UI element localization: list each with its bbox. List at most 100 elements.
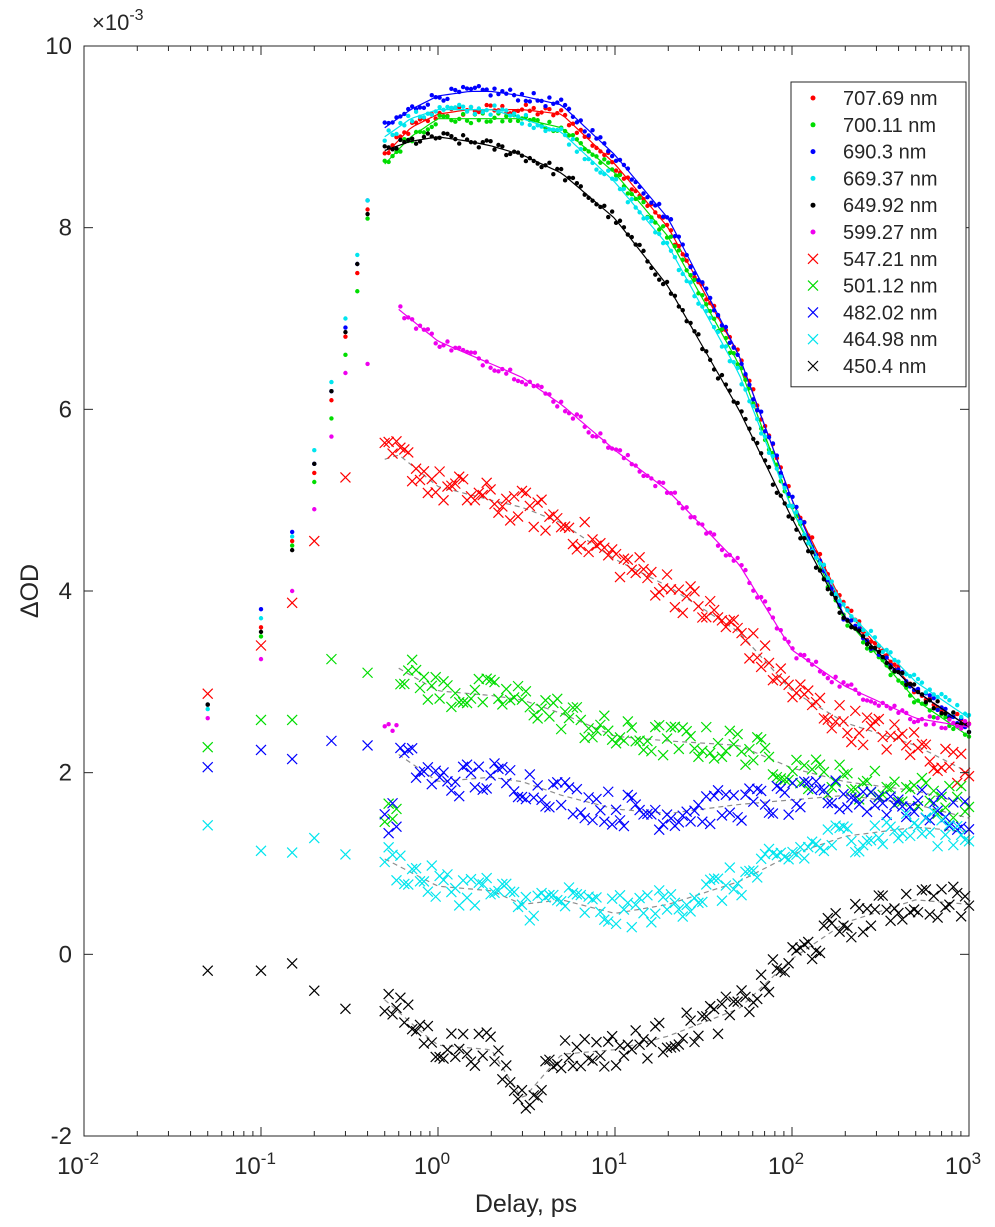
legend-marker [810, 202, 816, 208]
data-point [821, 671, 827, 677]
data-point [634, 892, 646, 904]
data-point [493, 507, 504, 519]
data-point [864, 632, 870, 637]
data-point [547, 392, 552, 397]
data-point [723, 382, 729, 387]
data-point [821, 577, 827, 582]
data-point [774, 453, 780, 458]
data-point [813, 555, 819, 560]
data-point [642, 889, 653, 901]
data-point [802, 685, 814, 696]
data-point [591, 891, 602, 903]
data-point [719, 372, 725, 378]
data-point [343, 352, 348, 358]
series-649_92-nm [205, 131, 972, 735]
data-point [873, 713, 885, 725]
data-point [621, 176, 627, 181]
data-point [869, 765, 881, 777]
data-point [822, 797, 834, 809]
data-point [410, 862, 422, 874]
data-point [578, 140, 583, 146]
x-tick-label: 10-1 [234, 1149, 276, 1180]
data-point [512, 791, 524, 803]
data-point [329, 434, 334, 439]
data-point [457, 696, 469, 708]
data-point [664, 222, 670, 228]
data-point [657, 231, 662, 237]
data-point [329, 379, 334, 385]
data-point [558, 126, 564, 132]
data-point [661, 569, 673, 580]
data-point [716, 810, 728, 821]
data-point [602, 141, 607, 146]
data-point [740, 759, 751, 771]
data-point [481, 477, 493, 489]
data-point [410, 1025, 422, 1037]
data-point [473, 877, 485, 889]
data-point [496, 369, 501, 374]
data-point [579, 516, 591, 528]
data-point [308, 985, 320, 997]
data-point [782, 501, 787, 506]
data-point [508, 490, 520, 502]
legend-label: 599.27 nm [843, 222, 938, 244]
data-point [915, 689, 921, 695]
series-450_4-nm [202, 881, 975, 1114]
data-point [587, 731, 598, 743]
data-point [958, 726, 964, 731]
data-point [888, 665, 893, 670]
data-point [449, 105, 454, 110]
data-point [562, 102, 568, 108]
data-point [685, 580, 697, 592]
data-point [421, 115, 427, 120]
data-point [932, 805, 944, 817]
data-point [951, 887, 963, 899]
data-point [286, 957, 298, 969]
data-point [837, 598, 842, 604]
data-point [822, 912, 834, 924]
data-point [707, 357, 713, 363]
data-point [492, 115, 497, 120]
data-point [492, 86, 497, 91]
data-point [825, 586, 831, 592]
data-point [645, 194, 650, 200]
data-point [555, 404, 560, 409]
data-point [896, 710, 901, 715]
data-point [610, 918, 622, 930]
data-point [442, 868, 453, 880]
data-point [821, 562, 827, 567]
data-point [511, 111, 517, 116]
data-point [562, 178, 568, 183]
data-point [476, 109, 482, 115]
data-point [936, 883, 947, 895]
data-point [609, 446, 615, 451]
data-point [712, 784, 724, 796]
data-point [751, 783, 763, 795]
data-point [936, 791, 947, 803]
data-point [590, 434, 595, 439]
data-point [610, 548, 622, 560]
data-point [842, 922, 853, 934]
data-point [959, 890, 971, 902]
data-point [610, 1060, 622, 1071]
data-point [747, 627, 759, 639]
data-point [958, 721, 964, 727]
data-point [638, 809, 649, 820]
fit-line [398, 754, 970, 819]
data-point [414, 682, 426, 694]
data-point [881, 781, 893, 793]
data-point [696, 332, 701, 337]
data-point [928, 797, 940, 809]
data-point [536, 494, 547, 506]
data-point [880, 658, 885, 663]
data-point [884, 655, 889, 660]
data-point [907, 716, 913, 722]
data-point [362, 667, 373, 679]
data-point [606, 214, 611, 220]
data-point [766, 450, 772, 456]
data-point [524, 769, 536, 780]
data-point [504, 515, 516, 526]
data-point [441, 131, 446, 136]
data-point [472, 350, 478, 355]
